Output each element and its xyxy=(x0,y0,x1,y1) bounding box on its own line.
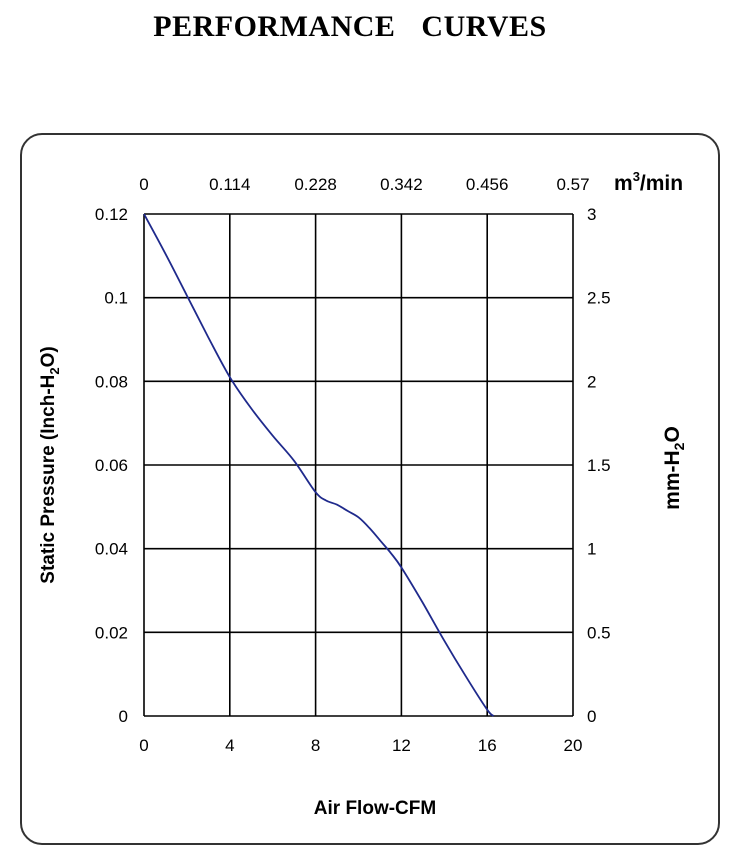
y-tick-label: 0.08 xyxy=(95,372,128,391)
x2-tick-label: 0 xyxy=(139,175,148,194)
x-axis-title: Air Flow-CFM xyxy=(314,798,436,819)
y2-tick-label: 1 xyxy=(587,540,596,559)
x-tick-label: 12 xyxy=(392,736,411,755)
x2-tick-label: 0.342 xyxy=(380,175,423,194)
x2-tick-label: 0.456 xyxy=(466,175,509,194)
y-tick-label: 0.06 xyxy=(95,456,128,475)
series-layer xyxy=(143,213,495,717)
x2-axis-title: m3/min xyxy=(614,169,683,195)
y-tick-label: 0.04 xyxy=(95,540,128,559)
y-tick-label: 0.12 xyxy=(95,205,128,224)
y2-tick-label: 2.5 xyxy=(587,289,611,308)
y2-axis-title: mm-H2O xyxy=(661,426,687,510)
y2-tick-label: 0 xyxy=(587,707,596,726)
x-tick-label: 4 xyxy=(225,736,234,755)
performance-curve-line xyxy=(143,213,495,717)
page-title: PERFORMANCE CURVES xyxy=(153,10,547,43)
y2-tick-label: 3 xyxy=(587,205,596,224)
x-tick-label: 16 xyxy=(478,736,497,755)
x-tick-label: 0 xyxy=(139,736,148,755)
y-tick-label: 0 xyxy=(119,707,128,726)
y-tick-label: 0.02 xyxy=(95,623,128,642)
grid-layer xyxy=(143,213,574,717)
y2-tick-label: 0.5 xyxy=(587,623,611,642)
axis-titles: Air Flow-CFM m3/min Static Pressure (Inc… xyxy=(38,169,687,819)
y2-tick-label: 1.5 xyxy=(587,456,611,475)
x2-tick-label: 0.114 xyxy=(209,175,250,194)
y-axis-title: Static Pressure (Inch-H2O) xyxy=(38,346,62,583)
y2-tick-label: 2 xyxy=(587,372,596,391)
x2-tick-label: 0.228 xyxy=(294,175,337,194)
x-tick-label: 20 xyxy=(564,736,583,755)
tick-labels: 0 4 8 12 16 200 0.114 0.228 0.342 0.456 0.5700.020… xyxy=(95,175,611,755)
x2-tick-label: 0.57 xyxy=(556,175,589,194)
y-tick-label: 0.1 xyxy=(104,289,128,308)
x-tick-label: 8 xyxy=(311,736,320,755)
chart-frame xyxy=(20,133,720,845)
